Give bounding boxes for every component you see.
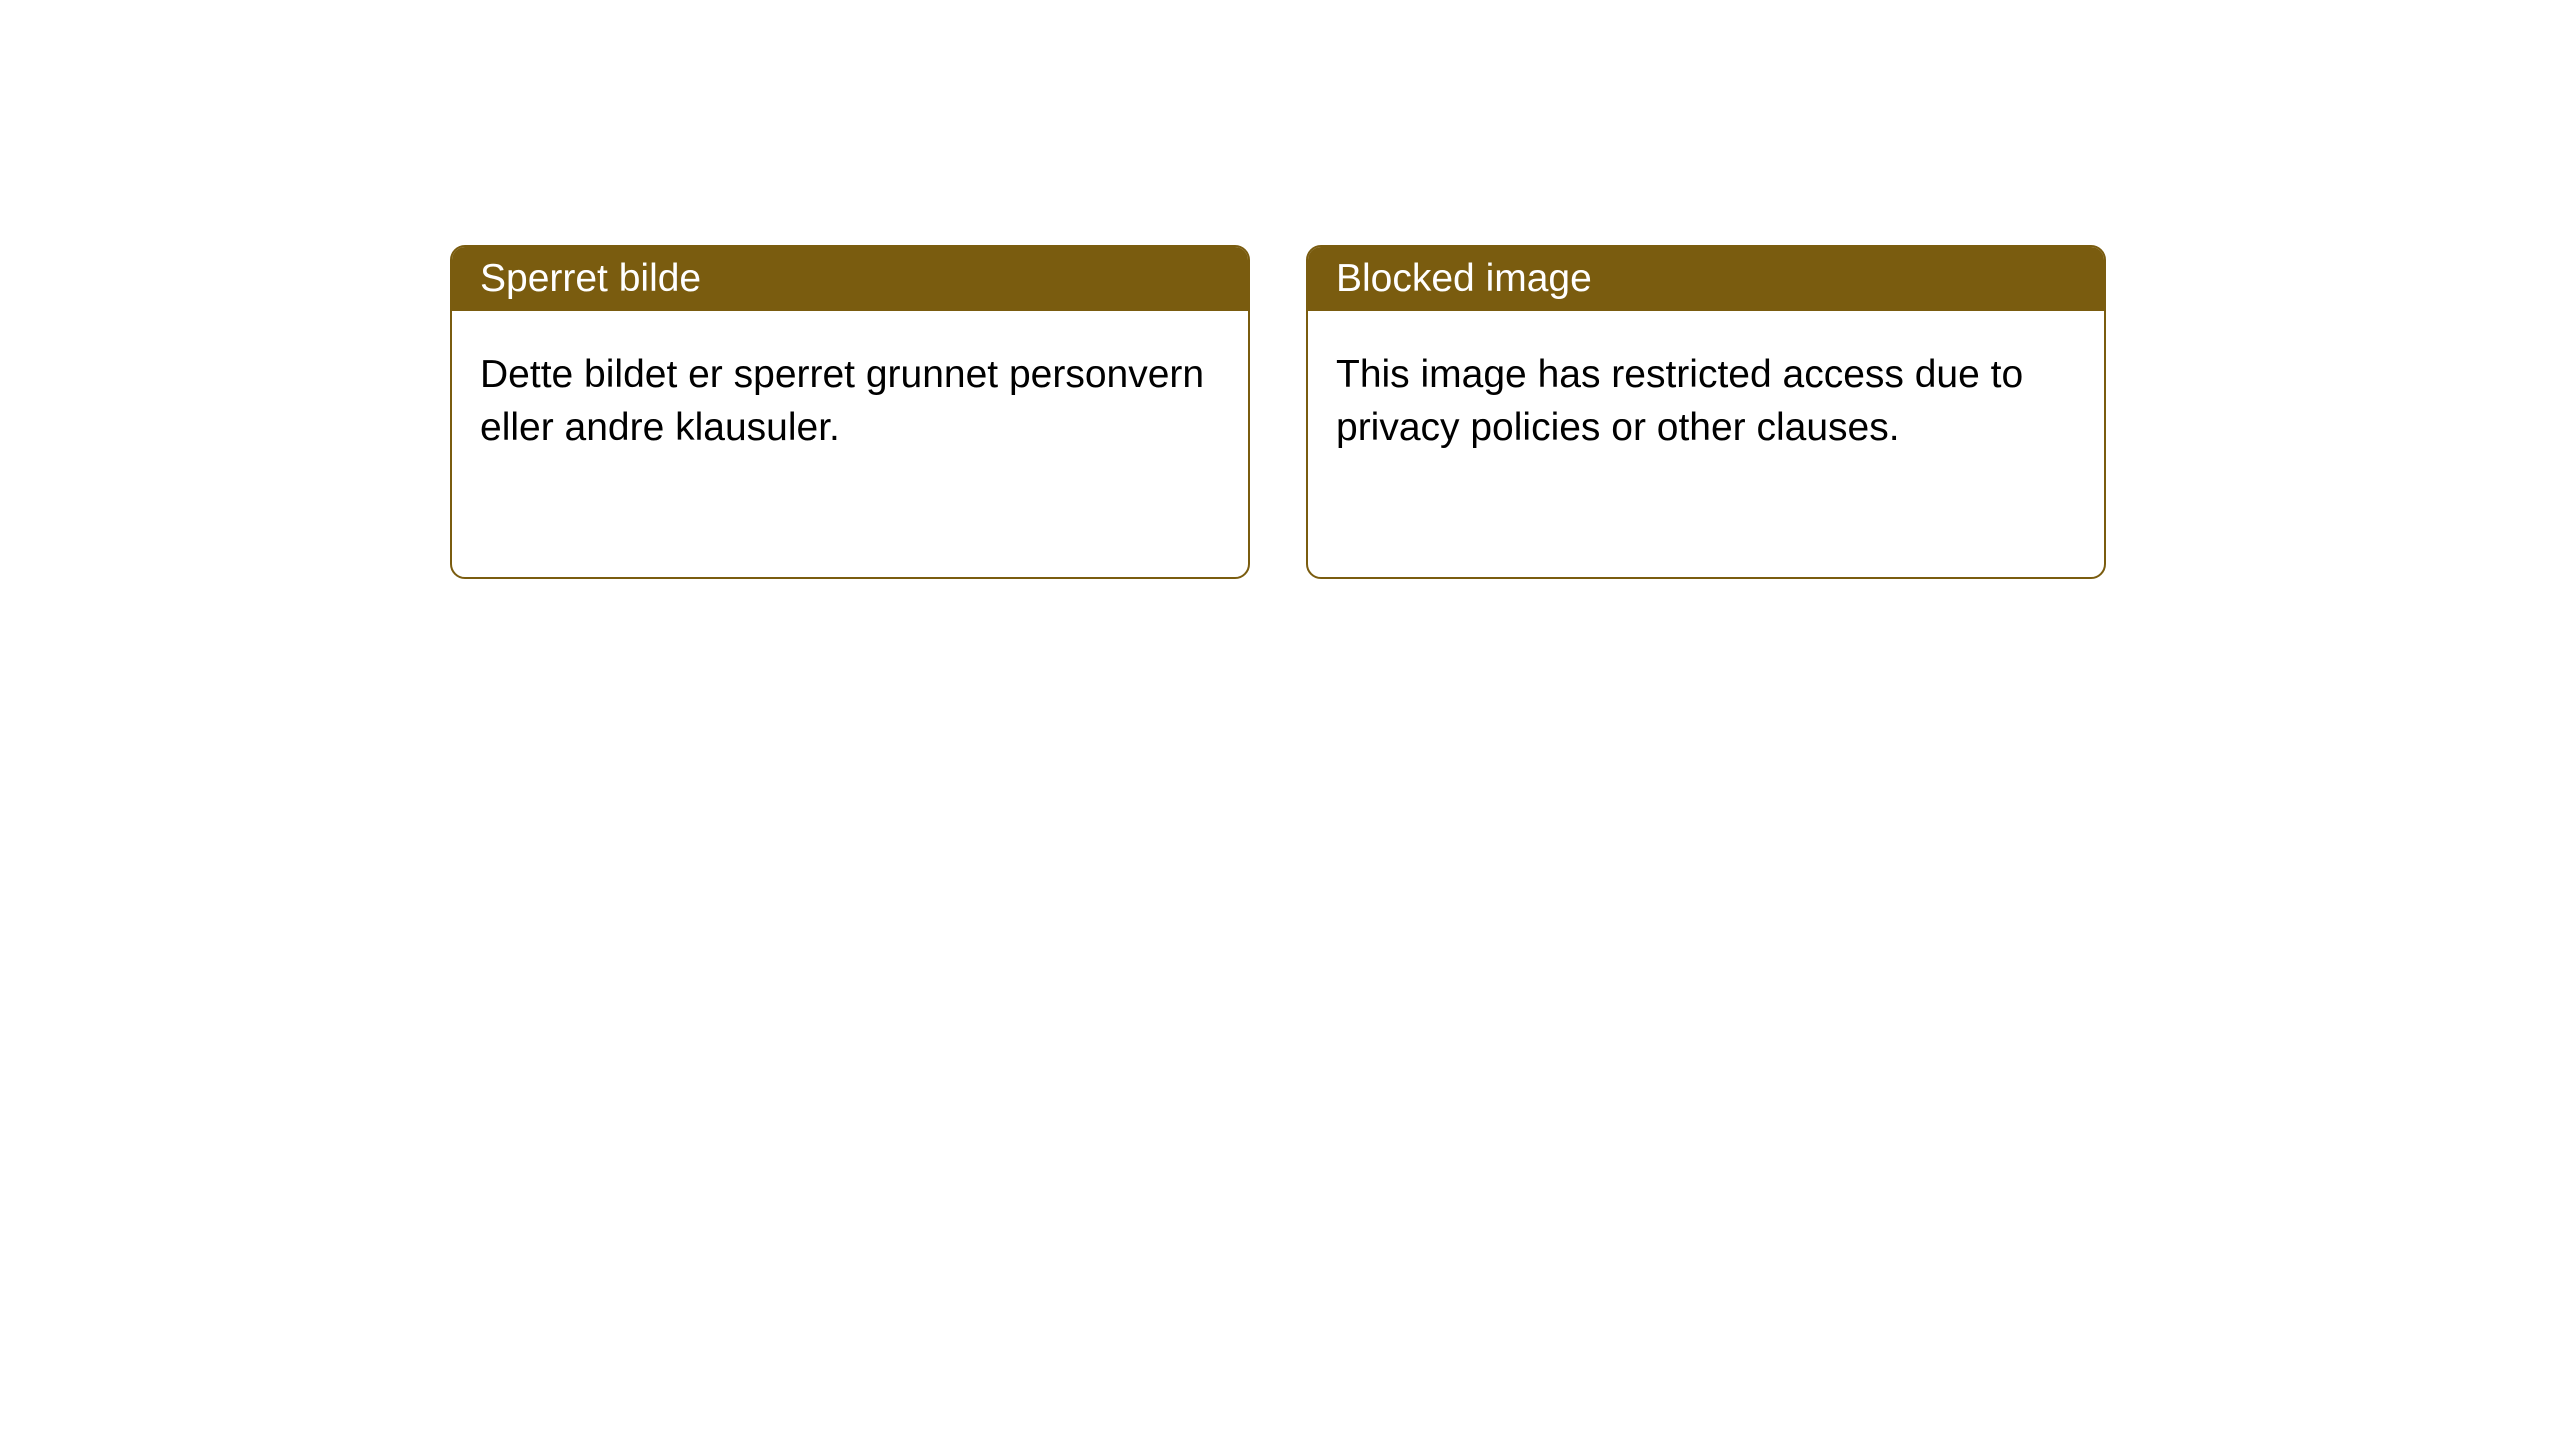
notice-title: Blocked image (1308, 247, 2104, 311)
notice-body: Dette bildet er sperret grunnet personve… (452, 311, 1248, 492)
notice-card-english: Blocked image This image has restricted … (1306, 245, 2106, 579)
notice-title: Sperret bilde (452, 247, 1248, 311)
notice-body: This image has restricted access due to … (1308, 311, 2104, 492)
notice-card-norwegian: Sperret bilde Dette bildet er sperret gr… (450, 245, 1250, 579)
notice-container: Sperret bilde Dette bildet er sperret gr… (0, 0, 2560, 579)
